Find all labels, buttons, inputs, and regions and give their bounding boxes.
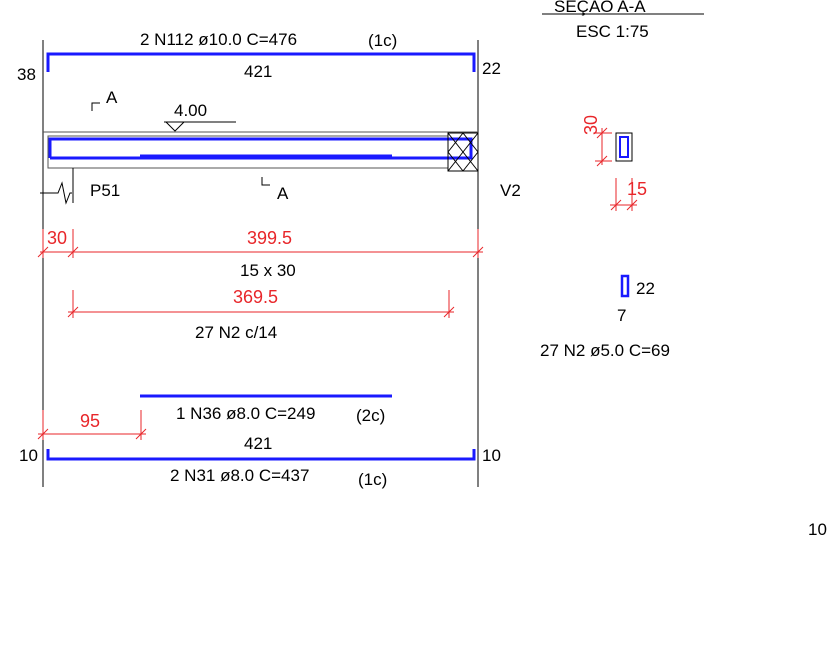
elevation-value: 4.00 — [174, 101, 207, 120]
cut-mark-bottom — [261, 177, 270, 186]
bottom-bar-layer: (1c) — [358, 470, 387, 489]
top-bar-right-hook: 22 — [482, 59, 501, 78]
section-stirrup — [619, 136, 629, 158]
middle-bar-layer: (2c) — [356, 406, 385, 425]
stirrup-elevation — [48, 137, 473, 160]
top-bar-line — [46, 52, 476, 72]
cut-label-top: A — [106, 88, 118, 107]
section-outline — [615, 132, 633, 162]
cut-label-bottom: A — [277, 184, 289, 203]
bottom-bar-left-hook: 10 — [19, 446, 38, 465]
support-right-label: V2 — [500, 181, 521, 200]
stirrup-detail-height: 22 — [636, 279, 655, 298]
support-v2-hatch — [447, 132, 479, 172]
middle-bar-label: 1 N36 ø8.0 C=249 — [176, 404, 315, 423]
cut-mark-top — [91, 102, 100, 111]
column-break-line — [40, 181, 72, 205]
bottom-bar-label: 2 N31 ø8.0 C=437 — [170, 466, 309, 485]
top-bar-layer: (1c) — [368, 31, 397, 50]
section-title: SEÇÃO A-A — [554, 0, 646, 16]
bottom-bar-line — [46, 449, 476, 461]
section-width: 15 — [627, 179, 647, 199]
support-width-dim: 30 — [47, 228, 67, 248]
stirrup-span-dim: 369.5 — [233, 287, 278, 307]
stirrup-detail-label: 27 N2 ø5.0 C=69 — [540, 341, 670, 360]
stirrup-spec: 27 N2 c/14 — [195, 323, 277, 342]
section-scale: ESC 1:75 — [576, 22, 649, 41]
support-left-label: P51 — [90, 181, 120, 200]
top-bar-label: 2 N112 ø10.0 C=476 — [140, 30, 297, 49]
bottom-bar-length: 421 — [244, 434, 272, 453]
bottom-bar-right-hook: 10 — [482, 446, 501, 465]
top-bar-length: 421 — [244, 62, 272, 81]
beam-size: 15 x 30 — [240, 261, 296, 280]
span-dim: 399.5 — [247, 228, 292, 248]
stirrup-detail-width: 7 — [617, 306, 626, 325]
elevation-triangle — [165, 121, 185, 132]
beam-outline — [47, 135, 449, 169]
stirrup-detail-shape — [620, 274, 630, 298]
offset-dim: 95 — [80, 411, 100, 431]
edge-label: 10 — [808, 520, 827, 539]
top-bar-left-hook: 38 — [17, 65, 36, 84]
section-height: 30 — [581, 115, 601, 135]
